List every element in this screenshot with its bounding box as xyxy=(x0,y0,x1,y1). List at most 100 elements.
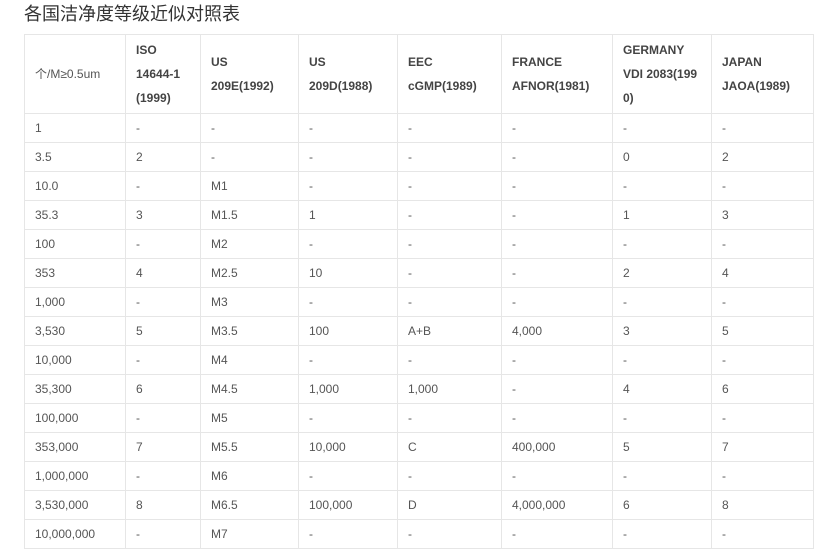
table-cell: - xyxy=(501,519,613,549)
table-row: 3,530,000 8 M6.5 100,000 D 4,000,000 6 8 xyxy=(24,490,814,520)
table-cell: - xyxy=(711,171,814,201)
column-header-line: FRANCE xyxy=(512,55,562,69)
table-cell: A+B xyxy=(397,316,502,346)
table-cell: 5 xyxy=(612,432,712,462)
column-header-line: GERMANY xyxy=(623,43,685,57)
table-cell: - xyxy=(612,113,712,143)
table-cell: 1 xyxy=(298,200,398,230)
table-cell: 6 xyxy=(612,490,712,520)
table-cell: - xyxy=(501,403,613,433)
table-cell: M4.5 xyxy=(200,374,299,404)
table-row: 1,000,000- M6- - - - - xyxy=(24,461,814,491)
table-row: 353 4 M2.5 10- -2 4 xyxy=(24,258,814,288)
table-cell: - xyxy=(397,113,502,143)
table-cell: 2 xyxy=(711,142,814,172)
table-cell: - xyxy=(125,403,201,433)
table-cell: M7 xyxy=(200,519,299,549)
table-cell: M1.5 xyxy=(200,200,299,230)
table-cell: - xyxy=(612,229,712,259)
table-cell: 1 xyxy=(612,200,712,230)
column-header: EEC cGMP(1989) xyxy=(397,34,502,114)
table-cell: 1,000 xyxy=(397,374,502,404)
table-cell: - xyxy=(397,519,502,549)
table-cell: - xyxy=(298,519,398,549)
table-cell: - xyxy=(298,113,398,143)
table-cell: M2 xyxy=(200,229,299,259)
table-cell: - xyxy=(711,403,814,433)
table-cell: - xyxy=(125,229,201,259)
column-header-line: 209D(1988) xyxy=(309,79,373,93)
table-cell: 10.0 xyxy=(24,171,126,201)
column-header-line: US xyxy=(211,55,228,69)
table-cell: 100,000 xyxy=(298,490,398,520)
table-cell: 3,530 xyxy=(24,316,126,346)
column-header: US 209E(1992) xyxy=(200,34,299,114)
table-cell: M6 xyxy=(200,461,299,491)
table-cell: 4,000,000 xyxy=(501,490,613,520)
table-cell: 3,530,000 xyxy=(24,490,126,520)
column-header-line: 个/M≥0.5um xyxy=(35,67,101,81)
table-cell: C xyxy=(397,432,502,462)
table-row: 3.5 2- - - -0 2 xyxy=(24,142,814,172)
table-cell: - xyxy=(501,258,613,288)
table-cell: M2.5 xyxy=(200,258,299,288)
column-header-line: VDI 2083(199 xyxy=(623,67,698,81)
table-body: 1- - - - - - -3.5 2- - - -0 2 10.0- M1- - - - -35.3 3 M1.5 1… xyxy=(24,113,814,549)
table-cell: - xyxy=(125,171,201,201)
table-cell: 100 xyxy=(298,316,398,346)
column-header-line: cGMP(1989) xyxy=(408,79,477,93)
table-cell: - xyxy=(397,287,502,317)
table-cell: 7 xyxy=(711,432,814,462)
table-cell: 10,000 xyxy=(24,345,126,375)
cleanliness-comparison-table: 个/M≥0.5um ISO 14644-1 (1999) US 209E(1992) US 2… xyxy=(24,34,814,549)
table-cell: 0 xyxy=(612,142,712,172)
page-title: 各国洁净度等级近似对照表 xyxy=(24,4,240,25)
table-cell: 1 xyxy=(24,113,126,143)
table-cell: 100,000 xyxy=(24,403,126,433)
table-cell: - xyxy=(612,461,712,491)
column-header-line: AFNOR(1981) xyxy=(512,79,590,93)
table-cell: - xyxy=(397,258,502,288)
table-cell: - xyxy=(125,461,201,491)
table-cell: M6.5 xyxy=(200,490,299,520)
table-cell: 6 xyxy=(125,374,201,404)
table-cell: 4,000 xyxy=(501,316,613,346)
column-header-line: US xyxy=(309,55,326,69)
table-cell: - xyxy=(397,142,502,172)
table-cell: - xyxy=(711,287,814,317)
table-cell: - xyxy=(501,171,613,201)
column-header-line: ISO xyxy=(136,43,157,57)
column-header: GERMANY VDI 2083(199 0) xyxy=(612,34,712,114)
table-cell: - xyxy=(397,461,502,491)
table-cell: - xyxy=(298,171,398,201)
table-cell: - xyxy=(501,287,613,317)
table-cell: 3.5 xyxy=(24,142,126,172)
table-cell: 8 xyxy=(125,490,201,520)
table-cell: 1,000,000 xyxy=(24,461,126,491)
table-cell: - xyxy=(501,229,613,259)
table-cell: 10 xyxy=(298,258,398,288)
table-cell: 10,000,000 xyxy=(24,519,126,549)
table-cell: 100 xyxy=(24,229,126,259)
table-row: 10,000- M4- - - - - xyxy=(24,345,814,375)
table-cell: M4 xyxy=(200,345,299,375)
table-cell: 4 xyxy=(612,374,712,404)
table-cell: 3 xyxy=(125,200,201,230)
table-cell: - xyxy=(125,287,201,317)
table-cell: - xyxy=(298,461,398,491)
table-cell: - xyxy=(612,345,712,375)
column-header-line: EEC xyxy=(408,55,433,69)
table-row: 35,300 6 M4.5 1,000 1,000-4 6 xyxy=(24,374,814,404)
column-header-line: 14644-1 xyxy=(136,67,181,81)
table-cell: - xyxy=(612,403,712,433)
table-cell: 3 xyxy=(711,200,814,230)
table-cell: - xyxy=(397,200,502,230)
table-cell: 353 xyxy=(24,258,126,288)
column-header: FRANCE AFNOR(1981) xyxy=(501,34,613,114)
table-cell: - xyxy=(501,113,613,143)
table-row: 100- M2- - - - - xyxy=(24,229,814,259)
table-cell: - xyxy=(501,142,613,172)
table-cell: - xyxy=(200,142,299,172)
column-header: 个/M≥0.5um xyxy=(24,34,126,114)
table-cell: M3 xyxy=(200,287,299,317)
